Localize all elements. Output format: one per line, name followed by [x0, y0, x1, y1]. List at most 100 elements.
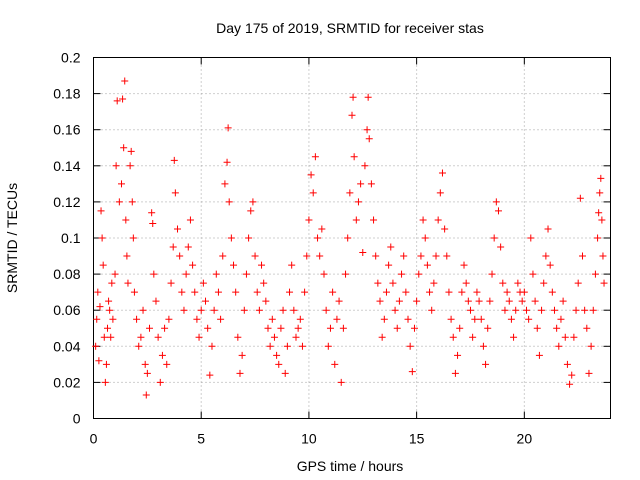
y-tick-label: 0.04 — [53, 338, 80, 354]
data-point — [210, 306, 218, 314]
data-point — [473, 288, 481, 296]
data-point — [331, 360, 339, 368]
data-point — [130, 288, 138, 296]
data-point — [176, 252, 184, 260]
data-point — [352, 216, 360, 224]
data-point — [199, 279, 207, 287]
data-point — [101, 378, 109, 386]
y-tick-label: 0.08 — [53, 266, 80, 282]
data-point — [127, 147, 135, 155]
data-point — [462, 279, 470, 287]
data-point — [324, 342, 332, 350]
data-point — [503, 288, 511, 296]
data-points — [92, 77, 608, 399]
data-point — [161, 324, 169, 332]
data-point — [471, 315, 479, 323]
data-point — [219, 252, 227, 260]
data-point — [538, 306, 546, 314]
data-point — [490, 234, 498, 242]
data-point — [391, 306, 399, 314]
data-point — [510, 333, 518, 341]
y-tick-label: 0.18 — [53, 86, 80, 102]
data-point — [115, 198, 123, 206]
data-point — [364, 93, 372, 101]
x-tick-label: 20 — [517, 431, 533, 447]
data-point — [531, 297, 539, 305]
data-point — [600, 279, 608, 287]
data-point — [301, 288, 309, 296]
data-point — [527, 234, 535, 242]
data-point — [223, 158, 231, 166]
data-point — [149, 220, 157, 228]
data-point — [100, 333, 108, 341]
data-point — [380, 315, 388, 323]
data-point — [120, 144, 128, 152]
data-point — [102, 360, 110, 368]
data-point — [415, 270, 423, 278]
data-point — [119, 95, 127, 103]
data-point — [525, 315, 533, 323]
grid-lines — [93, 57, 611, 419]
data-point — [128, 198, 136, 206]
data-point — [596, 189, 604, 197]
y-tick-label: 0.02 — [53, 374, 80, 390]
data-point — [378, 333, 386, 341]
data-point — [106, 306, 114, 314]
data-point — [488, 270, 496, 278]
data-point — [344, 234, 352, 242]
data-point — [346, 189, 354, 197]
data-point — [95, 357, 103, 365]
data-point — [316, 252, 324, 260]
y-tick-label: 0.14 — [53, 158, 80, 174]
data-point — [499, 279, 507, 287]
data-point — [475, 297, 483, 305]
data-point — [104, 324, 112, 332]
data-point — [505, 297, 513, 305]
data-point — [174, 225, 182, 233]
data-point — [305, 216, 313, 224]
data-point — [484, 324, 492, 332]
data-point — [311, 153, 319, 161]
data-point — [533, 324, 541, 332]
data-point — [143, 369, 151, 377]
data-point — [507, 315, 515, 323]
data-point — [180, 306, 188, 314]
data-point — [348, 111, 356, 119]
data-point — [456, 324, 464, 332]
data-point — [559, 297, 567, 305]
data-point — [255, 306, 263, 314]
y-tick-label: 0.2 — [61, 50, 81, 66]
data-point — [460, 261, 468, 269]
data-point — [430, 279, 438, 287]
data-point — [522, 306, 530, 314]
data-point — [320, 270, 328, 278]
data-point — [589, 306, 597, 314]
data-point — [357, 180, 365, 188]
data-point — [585, 369, 593, 377]
data-point — [387, 243, 395, 251]
data-point — [520, 288, 528, 296]
data-point — [97, 207, 105, 215]
data-point — [107, 333, 115, 341]
y-tick-label: 0 — [73, 411, 81, 427]
data-point — [482, 360, 490, 368]
data-point — [124, 279, 132, 287]
data-point — [260, 279, 268, 287]
data-point — [372, 252, 380, 260]
data-point — [286, 288, 294, 296]
data-point — [96, 303, 104, 311]
data-point — [335, 297, 343, 305]
data-point — [583, 324, 591, 332]
data-point — [139, 306, 147, 314]
data-point — [251, 252, 259, 260]
data-point — [126, 162, 134, 170]
data-point — [182, 270, 190, 278]
data-point — [112, 162, 120, 170]
data-point — [363, 126, 371, 134]
data-point — [540, 279, 548, 287]
data-point — [426, 288, 434, 296]
data-point — [309, 189, 317, 197]
x-tick-label: 0 — [90, 431, 98, 447]
data-point — [402, 288, 410, 296]
data-point — [273, 351, 281, 359]
